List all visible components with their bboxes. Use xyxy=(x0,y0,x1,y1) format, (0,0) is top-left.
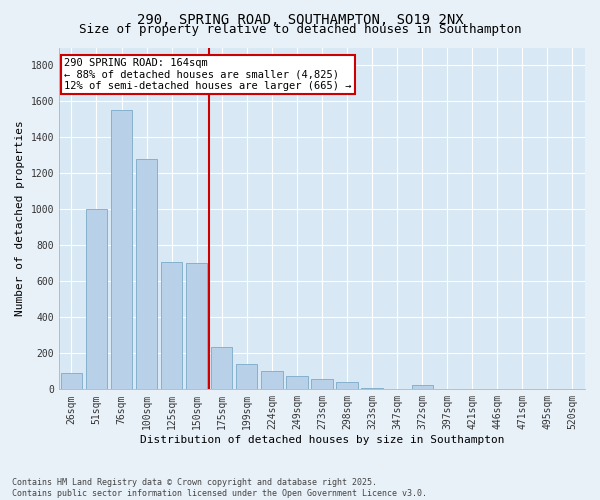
Y-axis label: Number of detached properties: Number of detached properties xyxy=(15,120,25,316)
Text: Contains HM Land Registry data © Crown copyright and database right 2025.
Contai: Contains HM Land Registry data © Crown c… xyxy=(12,478,427,498)
Bar xyxy=(236,364,257,390)
Bar xyxy=(161,262,182,390)
Bar xyxy=(286,376,308,390)
Bar xyxy=(261,372,283,390)
Text: 290, SPRING ROAD, SOUTHAMPTON, SO19 2NX: 290, SPRING ROAD, SOUTHAMPTON, SO19 2NX xyxy=(137,12,463,26)
Bar xyxy=(136,159,157,390)
Bar xyxy=(186,264,208,390)
Text: Size of property relative to detached houses in Southampton: Size of property relative to detached ho… xyxy=(79,22,521,36)
X-axis label: Distribution of detached houses by size in Southampton: Distribution of detached houses by size … xyxy=(140,435,504,445)
Bar xyxy=(337,382,358,390)
Bar xyxy=(111,110,132,390)
Bar xyxy=(361,388,383,390)
Bar xyxy=(412,385,433,390)
Text: 290 SPRING ROAD: 164sqm
← 88% of detached houses are smaller (4,825)
12% of semi: 290 SPRING ROAD: 164sqm ← 88% of detache… xyxy=(64,58,352,91)
Bar xyxy=(311,380,332,390)
Bar xyxy=(61,373,82,390)
Bar xyxy=(211,347,232,390)
Bar xyxy=(86,210,107,390)
